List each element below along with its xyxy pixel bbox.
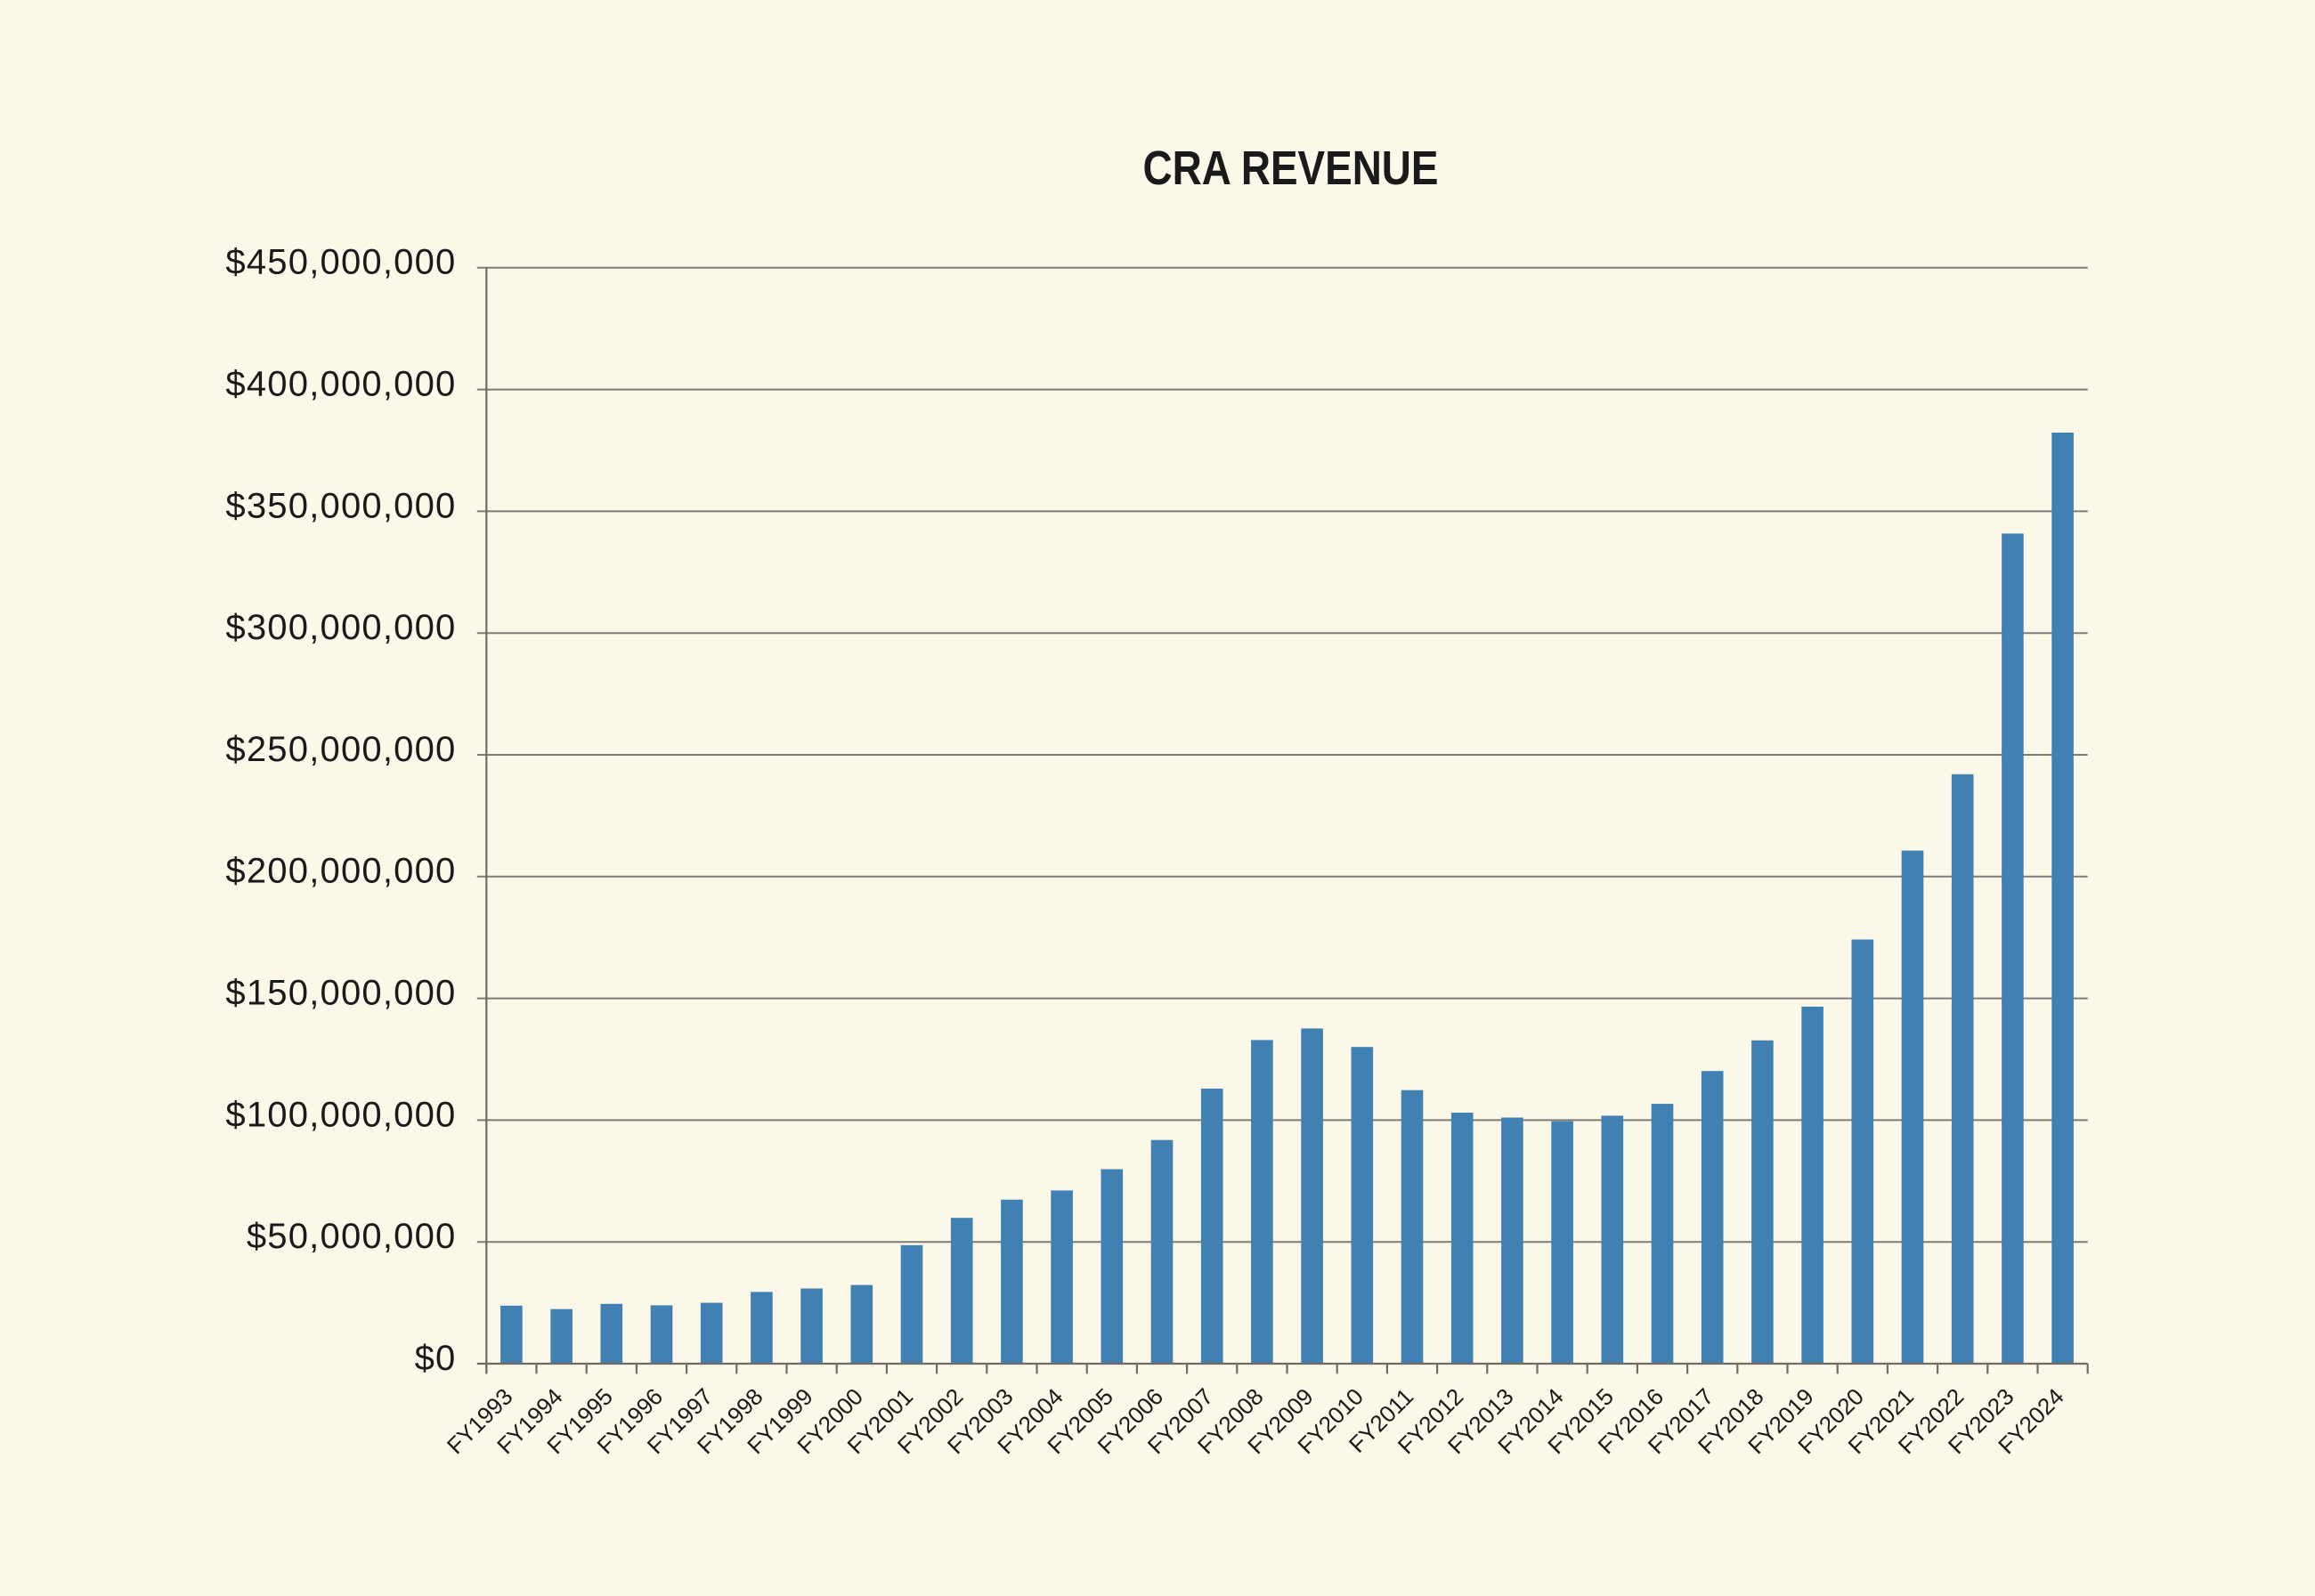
svg-text:$150,000,000: $150,000,000 <box>225 974 456 1013</box>
svg-text:$300,000,000: $300,000,000 <box>225 608 456 647</box>
svg-text:$200,000,000: $200,000,000 <box>225 852 456 891</box>
svg-text:$0: $0 <box>415 1339 457 1378</box>
svg-text:$100,000,000: $100,000,000 <box>225 1095 456 1134</box>
svg-text:$400,000,000: $400,000,000 <box>225 365 456 404</box>
svg-text:$450,000,000: $450,000,000 <box>225 243 456 282</box>
svg-text:$250,000,000: $250,000,000 <box>225 730 456 769</box>
svg-text:CRA REVENUE: CRA REVENUE <box>1143 142 1439 195</box>
svg-text:$50,000,000: $50,000,000 <box>247 1217 457 1256</box>
svg-text:$350,000,000: $350,000,000 <box>225 486 456 525</box>
